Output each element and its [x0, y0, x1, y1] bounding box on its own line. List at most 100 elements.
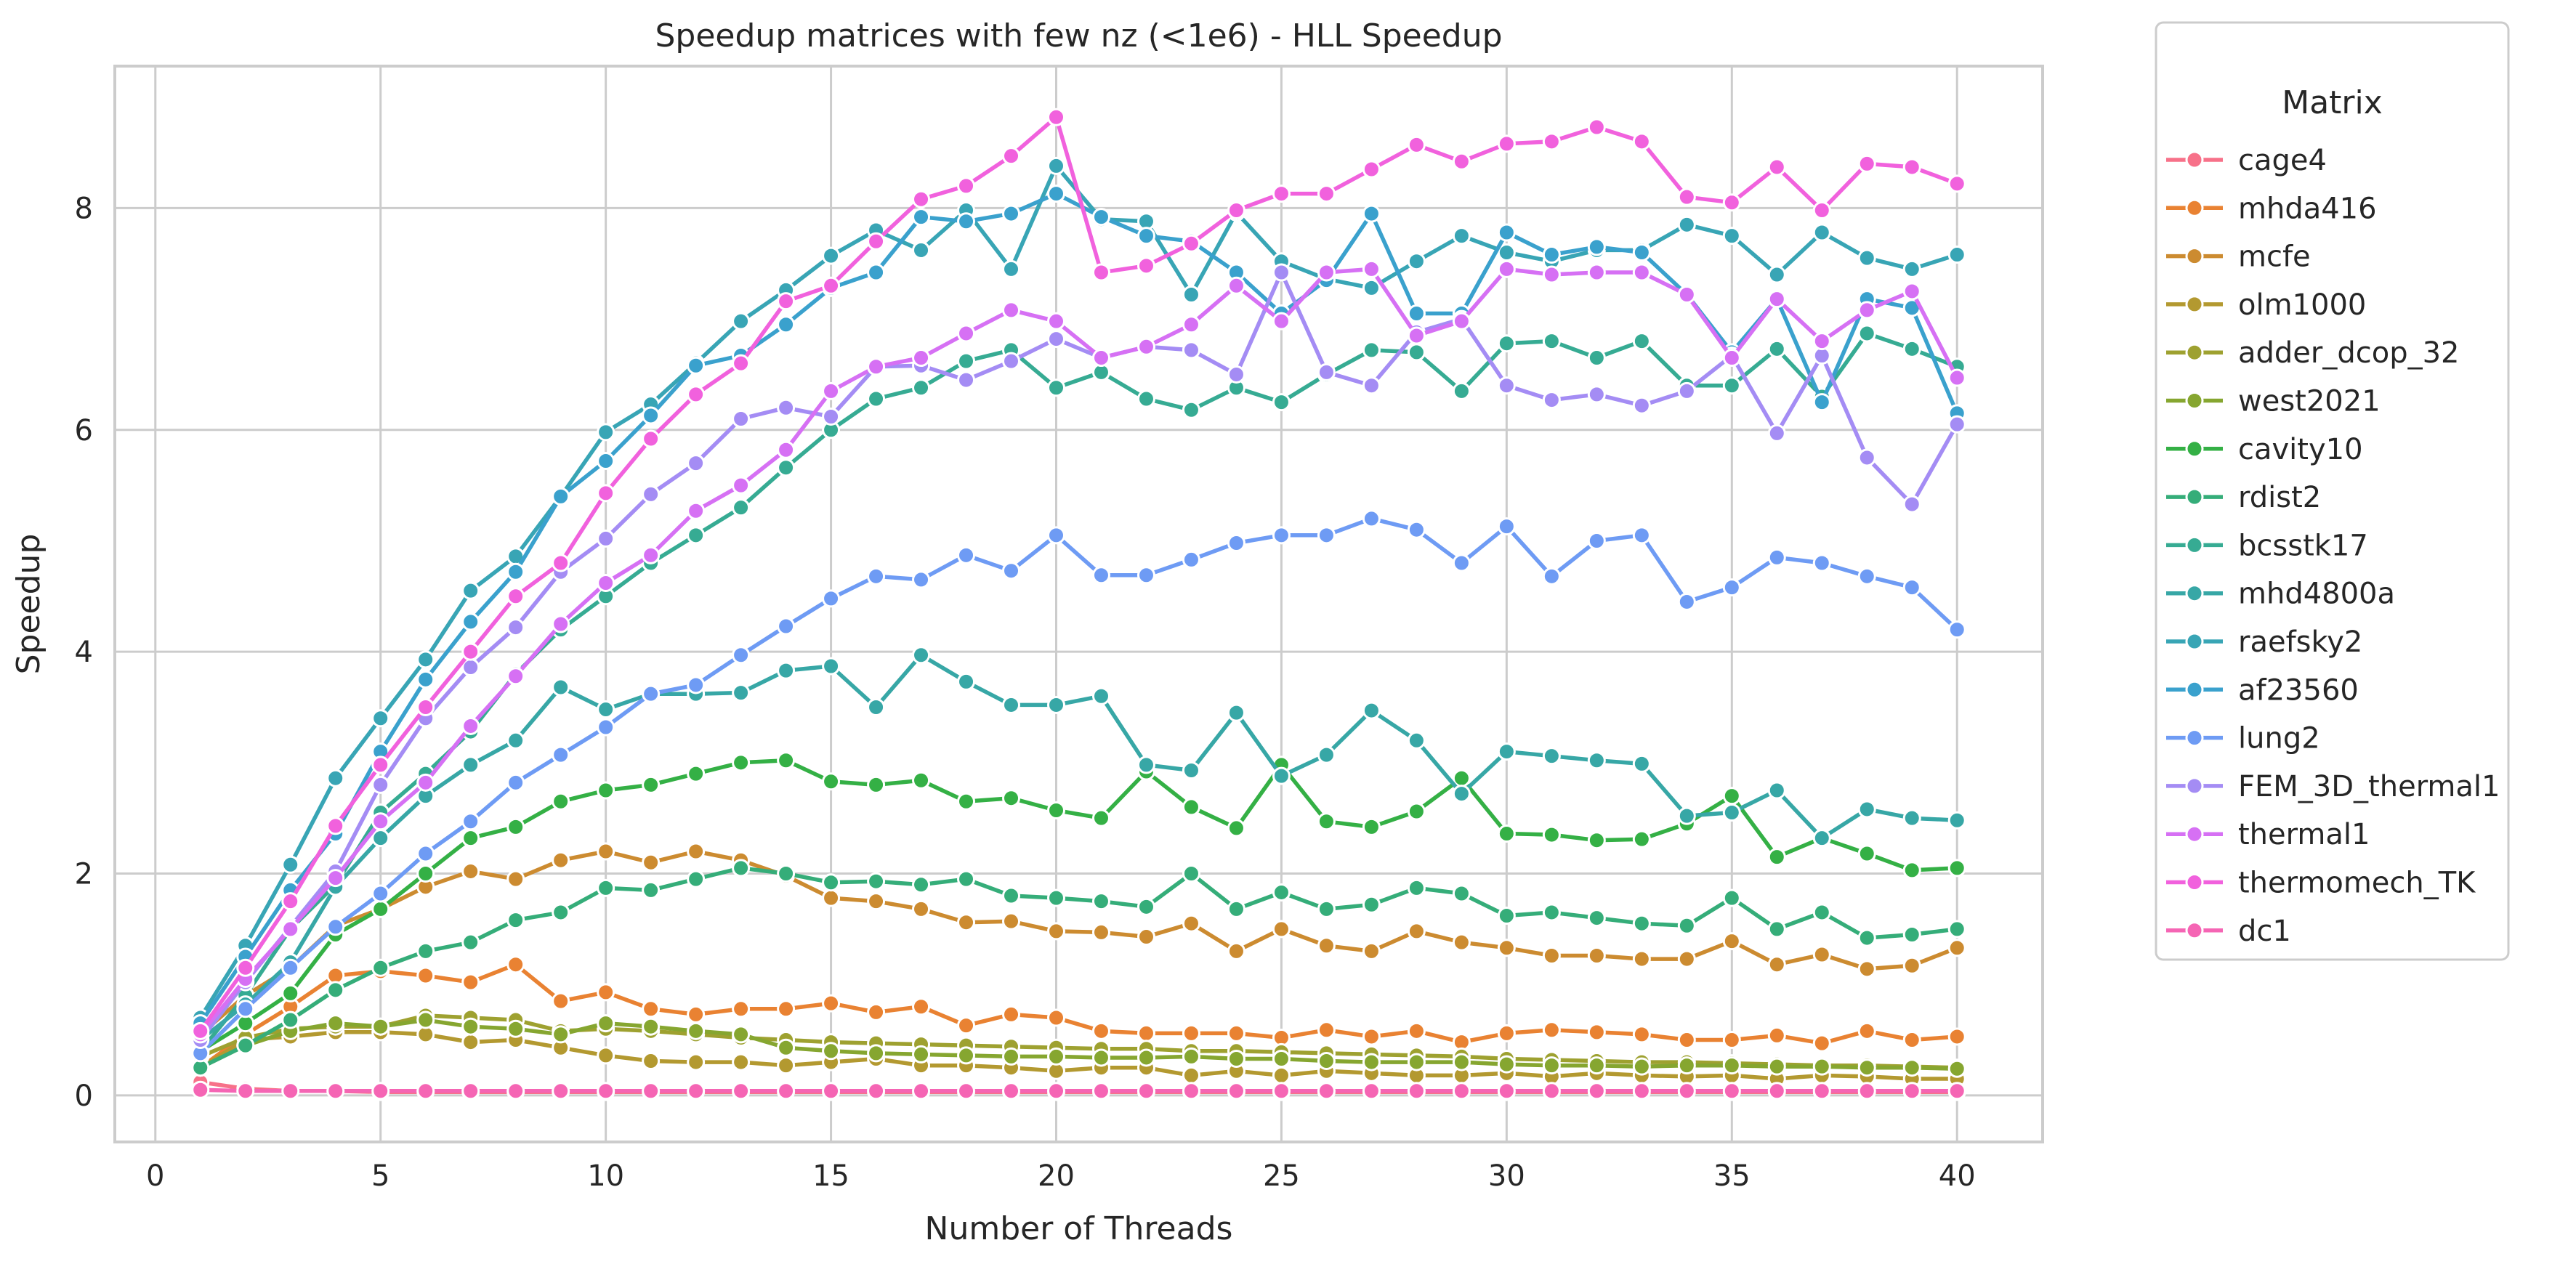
data-point: [1002, 1047, 1021, 1066]
legend-label: af23560: [2238, 673, 2359, 707]
data-point: [912, 349, 931, 368]
data-point: [822, 381, 841, 400]
series-lung2: [191, 509, 1966, 1063]
data-point: [1632, 1057, 1651, 1076]
data-point: [1812, 393, 1831, 412]
legend-label: FEM_3D_thermal1: [2238, 770, 2500, 803]
legend-item: FEM_3D_thermal1: [2166, 770, 2500, 803]
data-point: [732, 498, 751, 517]
data-point: [1407, 520, 1426, 539]
data-point: [867, 263, 886, 282]
plot-area-frame: [113, 65, 2044, 1143]
data-point: [1182, 400, 1200, 419]
data-point: [1182, 914, 1200, 933]
data-point: [1002, 147, 1021, 166]
x-axis-tick-labels: 0 5 10 15 20 25 30 35 40: [146, 1159, 1976, 1193]
data-point: [1182, 864, 1200, 883]
data-point: [1722, 578, 1741, 597]
data-point: [687, 501, 706, 520]
data-point: [1497, 1055, 1516, 1074]
data-point: [1542, 332, 1561, 351]
data-point: [1047, 1082, 1066, 1101]
data-point: [867, 1044, 886, 1063]
data-point: [1272, 920, 1291, 939]
data-point: [1542, 391, 1561, 410]
data-point: [1857, 154, 1876, 173]
data-point: [1317, 812, 1336, 831]
data-point: [1407, 252, 1426, 271]
series-line: [198, 191, 1959, 1025]
data-point: [1677, 806, 1696, 825]
data-point: [1767, 1026, 1786, 1045]
chart-title: Speedup matrices with few nz (<1e6) - HL…: [655, 17, 1502, 54]
data-point: [1947, 1059, 1966, 1078]
data-point: [1227, 941, 1245, 960]
data-point: [461, 612, 480, 631]
data-point: [1632, 243, 1651, 262]
data-point: [1722, 787, 1741, 806]
y-tick-label: 6: [75, 414, 93, 447]
data-point: [416, 864, 435, 883]
data-point: [687, 1053, 706, 1072]
data-point: [461, 812, 480, 831]
data-point: [1091, 349, 1110, 368]
data-point: [957, 370, 976, 389]
data-point: [732, 1053, 751, 1072]
data-point: [1002, 204, 1021, 223]
data-point: [1136, 227, 1155, 246]
data-point: [1542, 246, 1561, 264]
data-point: [1497, 907, 1516, 925]
data-point: [957, 177, 976, 195]
data-point: [1227, 365, 1245, 384]
data-point: [1767, 1057, 1786, 1076]
data-point: [1002, 1005, 1021, 1024]
legend-item: west2021: [2166, 385, 2381, 418]
data-point: [1407, 1053, 1426, 1072]
series-west2021: [191, 1010, 1966, 1078]
data-point: [1002, 886, 1021, 905]
series-cavity10: [191, 751, 1966, 1061]
series-line: [198, 267, 1959, 1036]
data-point: [1812, 1057, 1831, 1076]
data-point: [506, 911, 525, 930]
data-point: [867, 775, 886, 794]
data-point: [597, 452, 615, 471]
data-point: [1632, 754, 1651, 773]
data-point: [1227, 200, 1245, 219]
data-point: [1632, 949, 1651, 968]
data-point: [1902, 809, 1921, 827]
data-point: [506, 562, 525, 581]
data-point: [1091, 686, 1110, 705]
legend-item: bcsstk17: [2166, 529, 2368, 562]
data-point: [1362, 941, 1381, 960]
data-point: [1362, 259, 1381, 278]
data-point: [506, 955, 525, 974]
data-point: [732, 312, 751, 331]
data-point: [1452, 1053, 1471, 1072]
data-point: [1632, 526, 1651, 545]
data-point: [1002, 301, 1021, 320]
data-point: [1677, 215, 1696, 234]
data-point: [1182, 1047, 1200, 1066]
data-point: [506, 667, 525, 686]
data-point: [1136, 566, 1155, 585]
data-point: [1452, 227, 1471, 246]
series-line: [199, 866, 1958, 1070]
data-point: [912, 570, 931, 589]
x-tick-label: 30: [1488, 1159, 1525, 1193]
data-point: [552, 554, 570, 572]
data-point: [687, 454, 706, 473]
data-point: [687, 842, 706, 861]
legend-label: cavity10: [2238, 433, 2363, 466]
x-axis-title: Number of Threads: [925, 1210, 1233, 1247]
data-point: [1047, 185, 1066, 203]
data-point: [326, 1082, 345, 1101]
data-point: [281, 892, 300, 911]
legend-item: dc1: [2166, 915, 2291, 948]
data-point: [732, 410, 751, 429]
data-point: [1136, 1048, 1155, 1067]
data-point: [461, 642, 480, 661]
data-point: [1182, 1066, 1200, 1085]
data-point: [1407, 878, 1426, 897]
legend-frame: [2155, 21, 2510, 961]
